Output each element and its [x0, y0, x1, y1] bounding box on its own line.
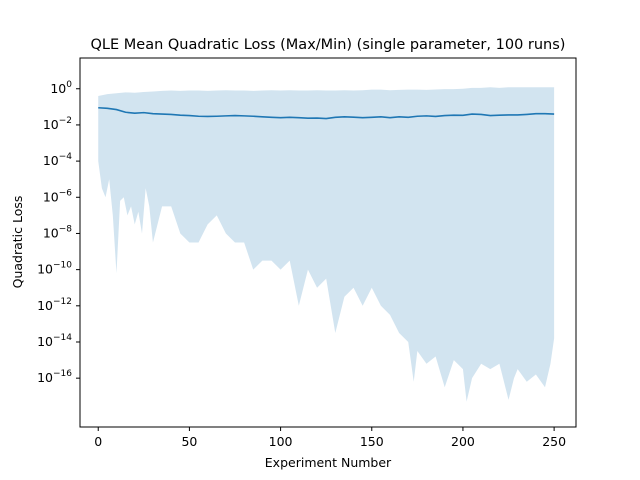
x-tick-label: 0	[94, 434, 102, 449]
y-tick-label: 100	[50, 80, 72, 96]
y-tick-label: 10−10	[37, 261, 72, 277]
y-tick-label: 10−12	[37, 297, 72, 313]
x-axis: 0 50 100 150 200 250	[94, 427, 566, 449]
y-tick-label: 10−16	[37, 369, 72, 385]
min-max-band	[98, 87, 555, 402]
chart-title: QLE Mean Quadratic Loss (Max/Min) (singl…	[91, 37, 566, 53]
y-tick-label: 10−14	[37, 333, 72, 349]
y-tick-label: 10−2	[43, 116, 72, 132]
x-tick-label: 50	[181, 434, 197, 449]
x-axis-label: Experiment Number	[265, 455, 392, 470]
y-axis-label: Quadratic Loss	[10, 196, 25, 289]
axes-frame	[79, 57, 577, 428]
x-tick-label: 200	[451, 434, 475, 449]
mean-loss-line	[98, 106, 555, 120]
y-axis: 10−16 10−14 10−12 10−10 10−8 10−6 10−4 10−2 100	[37, 80, 80, 385]
plot-area	[98, 87, 555, 402]
y-tick-label: 10−8	[43, 224, 72, 240]
y-tick-label: 10−4	[43, 152, 72, 168]
y-tick-label: 10−6	[43, 188, 72, 204]
x-tick-label: 250	[542, 434, 566, 449]
x-tick-label: 150	[360, 434, 384, 449]
x-tick-label: 100	[269, 434, 293, 449]
